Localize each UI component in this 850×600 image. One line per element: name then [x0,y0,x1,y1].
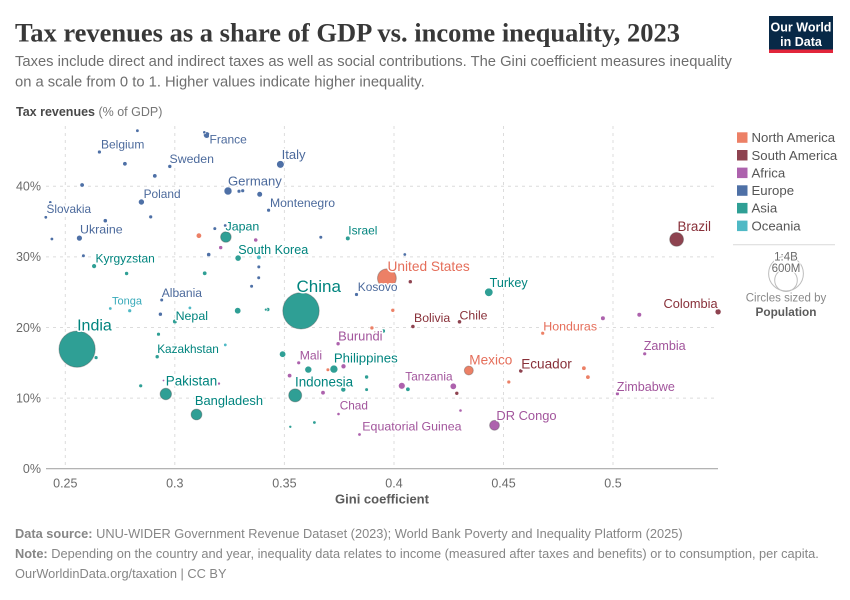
svg-text:Zambia: Zambia [644,339,686,353]
svg-text:Tanzania: Tanzania [405,369,453,383]
svg-text:Tax revenues (% of GDP): Tax revenues (% of GDP) [16,105,162,119]
svg-text:Montenegro: Montenegro [270,196,335,210]
svg-text:India: India [77,317,112,334]
svg-text:Oceania: Oceania [752,218,802,233]
svg-text:1:4B: 1:4B [774,252,798,264]
svg-text:Zimbabwe: Zimbabwe [617,380,675,394]
svg-text:France: France [210,133,248,147]
svg-text:Burundi: Burundi [338,329,382,344]
svg-text:0.25: 0.25 [53,477,77,491]
svg-text:Population: Population [756,305,817,319]
svg-text:Taxes include direct and indir: Taxes include direct and indirect taxes … [15,54,732,70]
svg-text:40%: 40% [16,180,41,194]
svg-text:North America: North America [752,130,836,145]
svg-text:Colombia: Colombia [664,296,719,311]
svg-text:0.45: 0.45 [491,477,515,491]
svg-text:Ukraine: Ukraine [80,223,123,237]
svg-text:Pakistan: Pakistan [166,374,217,389]
svg-text:10%: 10% [16,391,41,405]
svg-text:Chad: Chad [340,399,368,413]
svg-text:Indonesia: Indonesia [295,375,354,390]
svg-text:600M: 600M [772,263,801,275]
svg-text:Kosovo: Kosovo [358,280,398,294]
svg-text:Africa: Africa [752,165,786,180]
svg-text:Honduras: Honduras [543,320,597,334]
svg-text:Germany: Germany [228,173,282,188]
svg-text:Bolivia: Bolivia [414,311,450,325]
svg-text:Albania: Albania [162,286,203,300]
svg-text:on a scale from 0 to 1. Higher: on a scale from 0 to 1. Higher values in… [15,75,425,91]
svg-text:30%: 30% [16,250,41,264]
svg-text:Asia: Asia [752,201,778,216]
svg-text:Philippines: Philippines [334,351,398,366]
svg-text:Sweden: Sweden [170,152,215,166]
svg-text:Circles sized by: Circles sized by [746,293,827,305]
svg-text:South Korea: South Korea [238,243,308,257]
svg-text:in Data: in Data [780,35,823,49]
svg-text:Kazakhstan: Kazakhstan [157,342,219,356]
svg-text:Note: Depending on the country: Note: Depending on the country and year,… [15,546,819,561]
svg-text:Mexico: Mexico [469,352,512,367]
svg-text:Ecuador: Ecuador [521,357,572,372]
svg-text:Chile: Chile [460,308,488,322]
svg-text:Kyrgyzstan: Kyrgyzstan [96,252,155,266]
svg-text:China: China [297,277,342,296]
svg-text:Europe: Europe [752,183,795,198]
svg-text:20%: 20% [16,321,41,335]
svg-text:Gini coefficient: Gini coefficient [335,492,430,507]
svg-text:Mali: Mali [300,348,322,362]
svg-text:Data source: UNU-WIDER Governm: Data source: UNU-WIDER Government Revenu… [15,526,683,541]
svg-text:0.3: 0.3 [166,477,183,491]
svg-text:0.5: 0.5 [604,477,621,491]
svg-text:DR Congo: DR Congo [496,408,556,423]
svg-text:0%: 0% [23,462,41,476]
svg-text:OurWorldinData.org/taxation |: OurWorldinData.org/taxation | CC BY [15,566,227,581]
svg-text:Italy: Italy [282,147,306,162]
svg-text:Slovakia: Slovakia [47,202,92,216]
svg-text:0.35: 0.35 [272,477,296,491]
svg-text:Tax revenues as a share of GDP: Tax revenues as a share of GDP vs. incom… [15,18,680,48]
svg-text:South America: South America [752,148,838,163]
svg-text:Equatorial Guinea: Equatorial Guinea [362,419,461,433]
svg-text:Our World: Our World [771,21,832,35]
svg-text:Japan: Japan [226,220,260,234]
svg-text:Nepal: Nepal [176,309,208,323]
svg-text:Tonga: Tonga [112,296,143,308]
svg-text:Israel: Israel [348,224,377,238]
svg-text:Poland: Poland [144,187,181,201]
svg-text:Brazil: Brazil [678,219,712,234]
svg-text:Turkey: Turkey [490,276,529,290]
svg-text:United States: United States [388,259,470,274]
svg-text:0.4: 0.4 [385,477,402,491]
svg-text:Bangladesh: Bangladesh [195,393,263,408]
svg-text:Belgium: Belgium [101,138,144,152]
